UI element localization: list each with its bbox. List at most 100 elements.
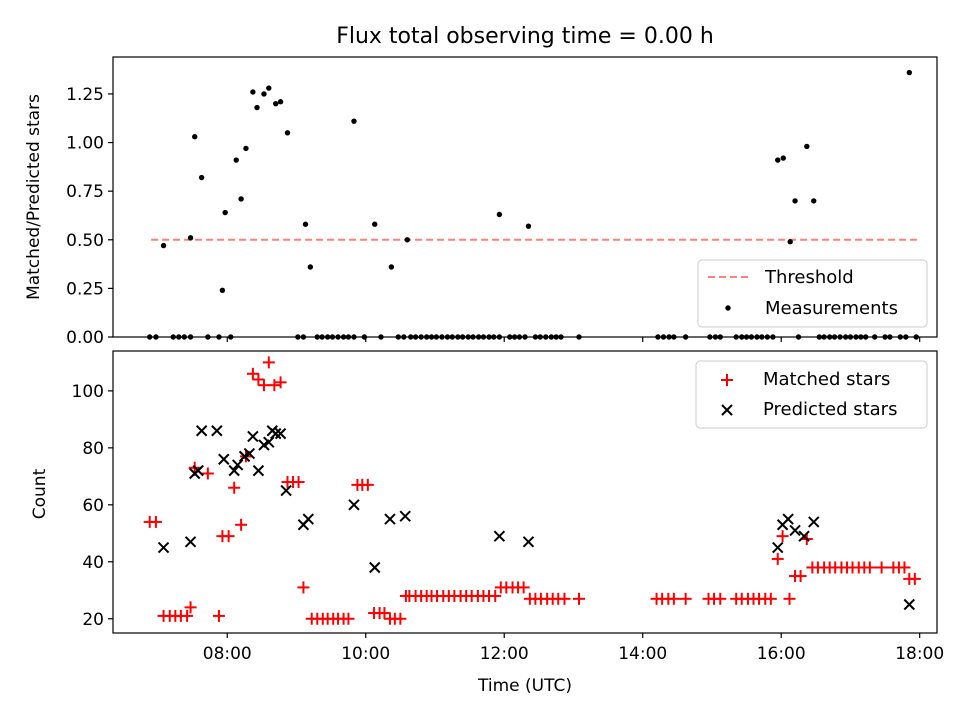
matched-star-point <box>517 581 530 594</box>
measurement-point <box>906 69 913 76</box>
legend-measurements-swatch <box>725 305 731 311</box>
predicted-star-point <box>903 598 916 611</box>
measurement-point <box>277 99 284 105</box>
legend-matched-swatch <box>721 374 733 386</box>
measurement-point <box>388 264 395 270</box>
bottom-plot-area: 20 40 60 80 100 08:00 10:00 12:00 14:00 16:00 18:0… <box>72 350 944 664</box>
matched-star-point <box>222 530 235 543</box>
bottom-x-tick-label: 18:00 <box>895 644 944 664</box>
matched-star-point <box>776 530 789 543</box>
measurement-point <box>254 104 260 111</box>
measurement-point <box>222 209 228 216</box>
bottom-legend-box <box>695 360 928 429</box>
matched-star-point <box>181 609 194 622</box>
matched-star-point <box>794 570 807 583</box>
bottom-x-tick-label: 08:00 <box>203 644 252 664</box>
matched-star-point <box>212 609 225 622</box>
predicted-star-point <box>252 464 265 477</box>
matched-star-point <box>489 589 502 602</box>
matched-star-point <box>394 612 407 625</box>
matched-star-point <box>257 379 270 392</box>
top-y-tick-label: 0.00 <box>66 328 104 348</box>
bottom-x-tick-label: 14:00 <box>618 644 667 664</box>
predicted-star-point <box>522 536 535 548</box>
top-legend-box <box>697 259 928 328</box>
measurement-point <box>266 85 272 91</box>
legend-matched-label: Matched stars <box>763 369 890 390</box>
predicted-star-point <box>263 436 275 448</box>
predicted-star-point <box>184 536 197 548</box>
bottom-x-axis-label: Time (UTC) <box>477 676 572 696</box>
bottom-x-tick-label: 10:00 <box>341 644 390 664</box>
measurement-point <box>351 118 357 124</box>
predicted-star-point <box>195 425 208 437</box>
measurement-point <box>780 155 786 161</box>
matched-star-point <box>361 478 374 491</box>
matched-star-point <box>898 561 911 574</box>
measurement-point <box>238 196 244 202</box>
matched-star-point <box>268 379 281 392</box>
bottom-x-tick-label: 16:00 <box>757 644 806 664</box>
matched-star-point <box>908 572 921 585</box>
bottom-legend: Matched stars Predicted stars <box>695 360 928 429</box>
matched-star-point <box>378 607 391 620</box>
matched-star-point <box>714 592 727 605</box>
measurement-point <box>187 235 194 241</box>
predicted-star-point <box>789 524 801 537</box>
matched-star-point <box>235 518 248 531</box>
predicted-star-point <box>243 447 256 460</box>
matched-star-point <box>679 592 692 605</box>
matched-star-point <box>292 476 305 489</box>
predicted-star-point <box>348 499 360 511</box>
matched-star-point <box>274 376 287 389</box>
top-y-axis-label: Matched/Predicted stars <box>24 94 44 300</box>
measurement-point <box>525 223 532 229</box>
top-legend: Threshold Measurements <box>697 259 928 328</box>
matched-star-point <box>875 561 888 574</box>
predicted-star-point <box>369 561 381 574</box>
matched-star-point <box>201 467 214 480</box>
measurement-point <box>243 145 249 152</box>
top-y-tick-label: 1.25 <box>66 85 104 105</box>
predicted-star-point <box>211 425 223 437</box>
bottom-y-axis-label: Count <box>30 468 50 519</box>
bottom-y-tick-label: 60 <box>82 496 104 516</box>
top-y-tick-label: 1.00 <box>66 134 104 154</box>
measurement-point <box>496 211 503 218</box>
measurement-point <box>775 157 781 163</box>
predicted-star-point <box>231 459 244 471</box>
predicted-star-point <box>808 516 820 528</box>
legend-predicted-swatch <box>721 404 733 416</box>
legend-predicted-label: Predicted stars <box>763 399 897 420</box>
measurement-point <box>160 242 167 249</box>
measurement-point <box>307 264 314 270</box>
measurement-point <box>284 130 291 136</box>
predicted-star-point <box>384 513 396 525</box>
predicted-star-point <box>270 427 282 440</box>
measurement-point <box>198 174 205 181</box>
matched-star-point <box>262 356 275 369</box>
matched-star-point <box>342 612 355 625</box>
matched-star-point <box>667 592 680 605</box>
measurement-point <box>219 287 226 294</box>
top-chart-title: Flux total observing time = 0.00 h <box>336 24 714 49</box>
predicted-star-point <box>399 510 411 522</box>
matched-star-point <box>783 592 796 605</box>
matched-star-point <box>228 481 241 494</box>
measurement-point <box>192 134 198 140</box>
measurement-point <box>811 198 817 204</box>
matched-star-point <box>764 592 777 605</box>
bottom-y-tick-label: 100 <box>72 382 104 402</box>
legend-threshold-label: Threshold <box>764 267 854 288</box>
top-y-tick-label: 0.50 <box>66 231 104 251</box>
measurement-point <box>250 89 256 95</box>
matched-star-point <box>573 592 586 605</box>
bottom-plot-frame <box>112 350 938 634</box>
measurement-point <box>404 237 410 243</box>
measurement-point <box>261 91 267 97</box>
predicted-star-point <box>274 427 287 440</box>
measurement-point <box>273 100 279 107</box>
matched-star-point <box>149 515 162 528</box>
matched-star-point <box>297 581 310 594</box>
